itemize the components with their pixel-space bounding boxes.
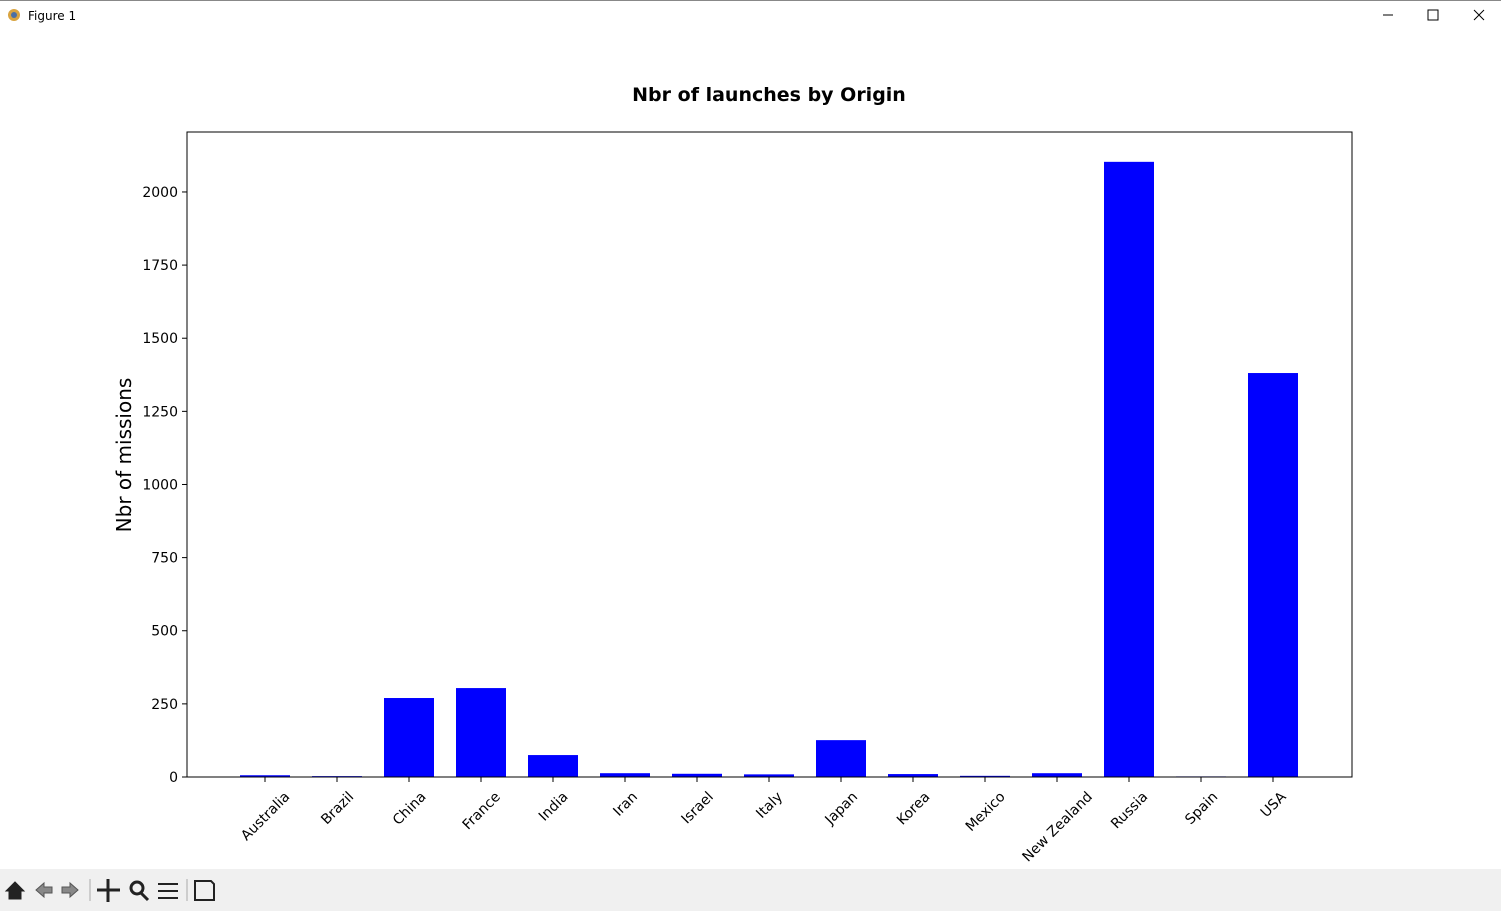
chart-title: Nbr of launches by Origin [632,84,906,106]
y-tick-label: 1750 [142,258,178,274]
x-tick-label: USA [1258,789,1290,821]
x-tick-label: Japan [822,789,862,829]
save-button[interactable] [194,880,215,901]
bar [1248,373,1298,777]
y-tick-label: 500 [151,624,178,640]
axes-frame [186,131,1353,778]
x-tick-label: New Zealand [1020,789,1096,865]
bar [960,775,1010,777]
y-tick-label: 1250 [142,404,178,420]
x-tick-label: Australia [238,789,293,844]
bar [816,740,866,777]
x-tick-label: India [536,789,572,825]
home-button[interactable] [4,881,26,900]
y-tick-label: 1500 [142,331,178,347]
x-tick-label: Iran [610,789,641,820]
forward-button[interactable] [61,881,79,899]
y-tick-label: 0 [169,770,178,786]
y-axis-label: Nbr of missions [112,378,136,533]
bar [888,774,938,777]
x-tick-label: Israel [679,789,717,827]
bar [600,773,650,777]
x-tick-label: Italy [753,789,786,822]
y-tick-label: 750 [151,551,178,567]
pan-button[interactable] [97,879,120,902]
close-button[interactable] [1473,9,1485,21]
toolbar [0,869,1501,911]
bar [456,688,506,777]
bar [384,698,434,777]
maximize-button[interactable] [1427,9,1439,21]
bar [1032,773,1082,777]
bar [528,755,578,777]
x-tick-label: Korea [894,789,933,828]
y-tick-label: 1000 [142,477,178,493]
window-title: Figure 1 [28,9,76,23]
window-border [0,0,1501,1]
app-icon [8,9,20,21]
configure-button[interactable] [158,883,178,899]
y-tick-label: 2000 [142,185,178,201]
x-tick-label: Mexico [963,789,1009,835]
x-tick-label: Brazil [318,789,357,828]
x-tick-label: France [460,789,504,833]
bar [240,775,290,777]
bar [1104,161,1154,777]
bar [672,773,722,777]
bar [744,774,794,777]
y-tick-label: 250 [151,697,178,713]
zoom-button[interactable] [129,880,150,902]
x-tick-label: Russia [1108,789,1151,832]
x-tick-label: China [390,789,430,829]
back-button[interactable] [35,881,53,899]
plot: Nbr of launches by Origin Nbr of missions… [112,84,1353,890]
x-tick-label: Spain [1182,789,1221,828]
